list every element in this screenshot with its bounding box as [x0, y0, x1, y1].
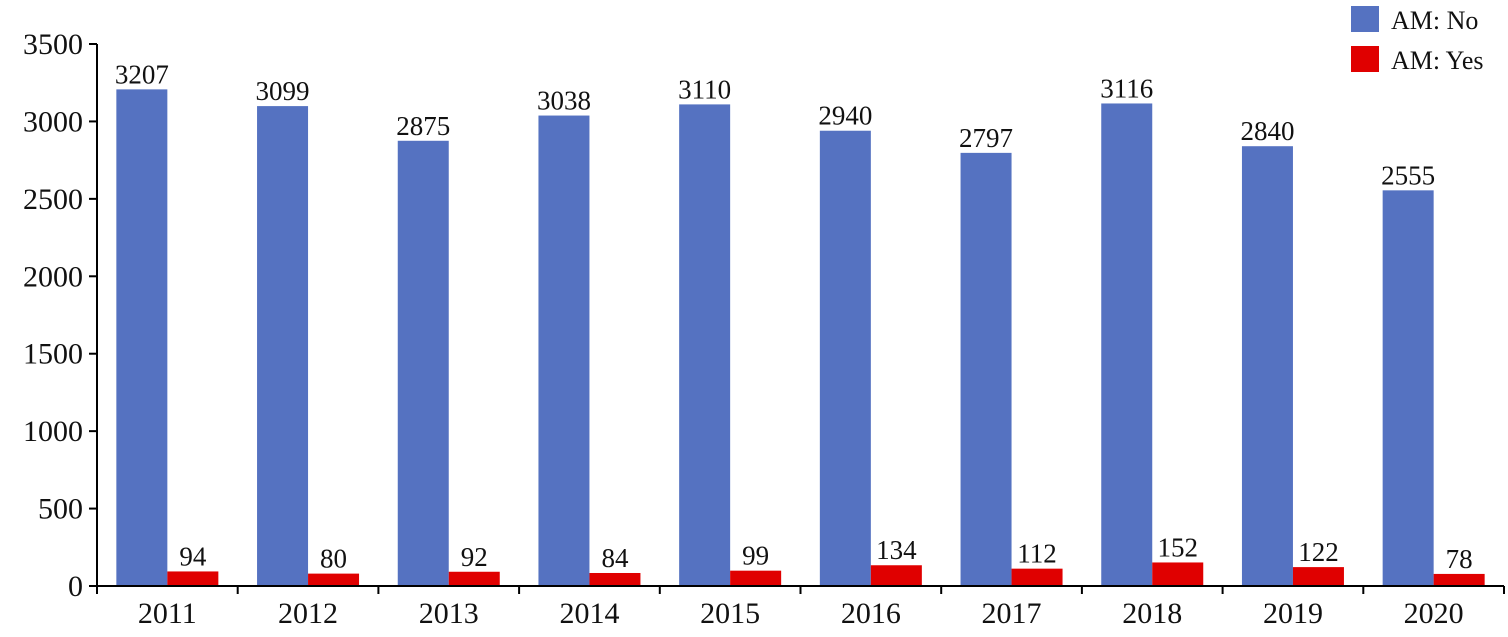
- bar-am-no-2011: [116, 89, 168, 587]
- bar-am-yes-2011: [167, 571, 219, 586]
- data-label-am-no-2018: 3116: [1100, 73, 1153, 103]
- bar-am-no-2017: [960, 152, 1012, 587]
- bar-am-no-2020: [1382, 190, 1434, 586]
- axes-layer: 0 500 1000 1500 2000 2500 3000 3500 2011 2012 2013…: [23, 28, 1505, 630]
- legend: AM: No AM: Yes: [1351, 6, 1484, 75]
- legend-swatch-am-no: [1351, 6, 1379, 32]
- data-label-am-yes-2017: 112: [1017, 539, 1057, 569]
- x-tick-label: 2014: [559, 597, 619, 630]
- bar-am-yes-2020: [1433, 573, 1485, 586]
- y-tick-label: 500: [38, 493, 83, 526]
- y-tick-label: 1000: [23, 415, 83, 448]
- x-tick-label: 2013: [419, 597, 479, 630]
- data-labels-layer: 3207 94 3099 80 2875 92 3038 84 3110 99 2940 134 279…: [115, 59, 1473, 574]
- bars-layer: [116, 89, 1485, 587]
- x-tick-label: 2011: [138, 597, 197, 630]
- bar-am-yes-2018: [1152, 562, 1204, 586]
- bar-am-yes-2017: [1011, 568, 1063, 586]
- bar-am-yes-2014: [589, 572, 641, 586]
- data-label-am-no-2012: 3099: [256, 76, 310, 106]
- x-tick-label: 2018: [1122, 597, 1182, 630]
- bar-am-yes-2012: [308, 573, 360, 586]
- bar-am-yes-2016: [870, 565, 922, 586]
- y-tick-label: 3000: [23, 105, 83, 138]
- bar-am-yes-2019: [1292, 567, 1344, 586]
- x-tick-label: 2019: [1263, 597, 1323, 630]
- data-label-am-yes-2019: 122: [1298, 537, 1339, 567]
- bar-am-no-2016: [819, 130, 871, 586]
- legend-label-am-yes: AM: Yes: [1391, 46, 1484, 75]
- data-label-am-yes-2013: 92: [461, 542, 488, 572]
- y-tick-label: 0: [68, 570, 83, 603]
- data-label-am-yes-2014: 84: [601, 543, 629, 573]
- data-label-am-yes-2018: 152: [1158, 532, 1199, 562]
- data-label-am-no-2011: 3207: [115, 59, 169, 89]
- y-tick-label: 3500: [23, 28, 83, 61]
- data-label-am-yes-2012: 80: [320, 544, 347, 574]
- bar-am-no-2015: [679, 104, 731, 586]
- y-tick-label: 1500: [23, 338, 83, 371]
- data-label-am-no-2013: 2875: [396, 111, 450, 141]
- bar-am-no-2013: [397, 140, 449, 587]
- x-tick-label: 2016: [841, 597, 901, 630]
- data-label-am-yes-2011: 94: [179, 541, 207, 571]
- bar-am-yes-2015: [730, 570, 782, 586]
- legend-swatch-am-yes: [1351, 46, 1379, 72]
- bar-am-no-2018: [1101, 103, 1153, 586]
- y-tick-label: 2000: [23, 260, 83, 293]
- bar-am-no-2012: [257, 106, 309, 586]
- data-label-am-yes-2015: 99: [742, 541, 769, 571]
- legend-label-am-no: AM: No: [1391, 6, 1478, 35]
- bar-am-no-2019: [1241, 146, 1293, 586]
- x-tick-label: 2020: [1404, 597, 1464, 630]
- bar-am-no-2014: [538, 115, 590, 586]
- data-label-am-no-2016: 2940: [818, 101, 872, 131]
- bar-am-yes-2013: [448, 571, 500, 586]
- data-label-am-no-2017: 2797: [959, 123, 1013, 153]
- x-tick-label: 2017: [982, 597, 1042, 630]
- data-label-am-yes-2016: 134: [876, 535, 917, 565]
- x-tick-label: 2015: [700, 597, 760, 630]
- x-tick-label: 2012: [278, 597, 338, 630]
- data-label-am-no-2019: 2840: [1240, 116, 1294, 146]
- data-label-am-no-2014: 3038: [537, 86, 591, 116]
- data-label-am-no-2015: 3110: [678, 74, 731, 104]
- data-label-am-no-2020: 2555: [1381, 160, 1435, 190]
- y-tick-label: 2500: [23, 183, 83, 216]
- data-label-am-yes-2020: 78: [1446, 544, 1473, 574]
